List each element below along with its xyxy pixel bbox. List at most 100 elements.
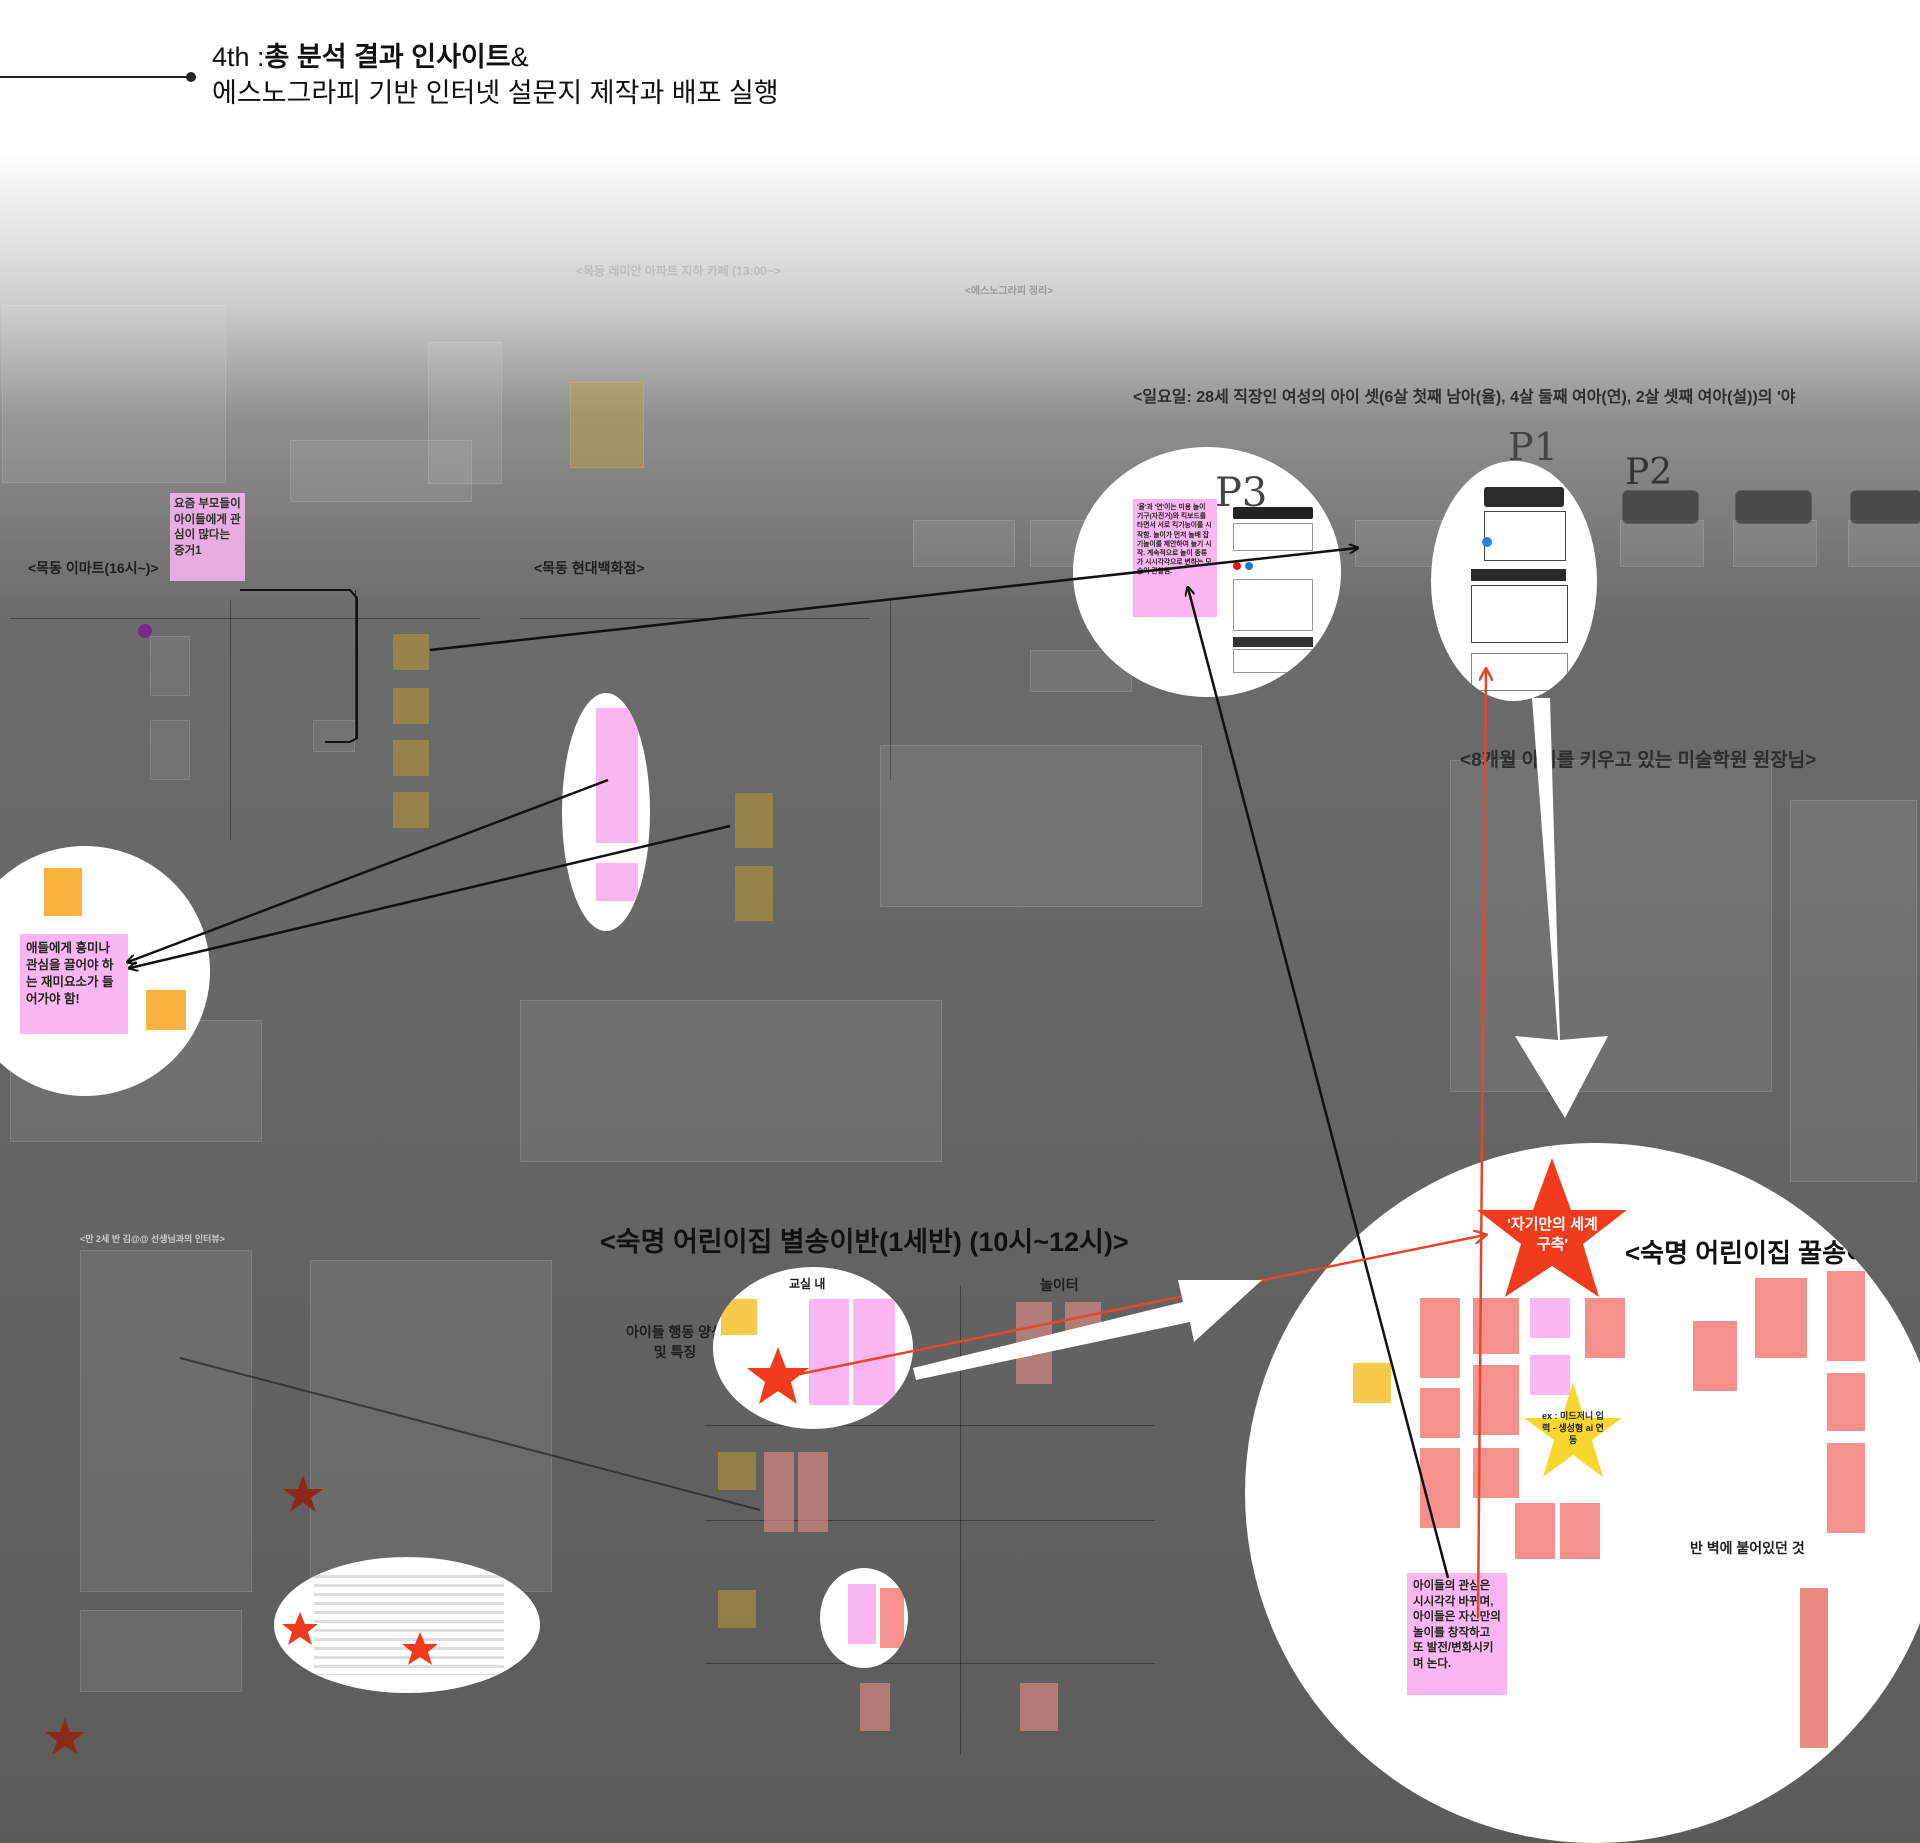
header-dot (186, 72, 196, 82)
faded-journey-card (913, 520, 1015, 567)
arrow-hyundai-to-sunday (429, 548, 1357, 652)
faded-text-block (1450, 760, 1772, 1092)
faded-star (45, 1718, 85, 1755)
arrow-hyundai-to-fun (130, 824, 731, 968)
faded-sticky-note (393, 688, 429, 724)
sticky-observation[interactable] (1353, 1363, 1391, 1403)
faded-section-title: <에스노그라피 정리> (965, 286, 1054, 297)
faded-text-block (310, 1260, 552, 1592)
grid-line (890, 600, 891, 780)
faded-card (313, 720, 355, 752)
faded-text-block (1790, 800, 1917, 1182)
faded-photo (428, 342, 502, 484)
mini-journey-column (1233, 507, 1313, 673)
highlight-circle-play: '율'과 '연'이는 미용 놀이 기구(자전거)와 킥보드를 타면서 서로 킥기… (1073, 447, 1341, 697)
faded-sticky-note (393, 792, 429, 828)
sticky-observation[interactable] (1530, 1355, 1570, 1395)
sticky-observation[interactable] (1515, 1503, 1555, 1559)
interview-text-lines (314, 1575, 504, 1675)
grid-line (705, 1663, 1155, 1664)
faded-sticky-note (764, 1452, 794, 1532)
sticky-observation[interactable] (1585, 1298, 1625, 1358)
grid-line (705, 1425, 1155, 1426)
section-title-sunday: <일요일: 28세 직장인 여성의 아이 셋(6살 첫째 남아(율), 4살 둘… (1133, 389, 1796, 406)
faded-sticky-note (1020, 1683, 1058, 1731)
faded-sticky-note (718, 1590, 756, 1628)
sticky-observation[interactable] (1473, 1448, 1519, 1498)
faded-sticky-note (393, 740, 429, 776)
faded-text-block (80, 1250, 252, 1592)
big-arrow-right (913, 1280, 1262, 1380)
faded-sticky-note (393, 634, 429, 670)
label-own-world: '자기만의 세계 구축' (1507, 1216, 1598, 1253)
sticky-classroom-note[interactable] (853, 1299, 895, 1405)
faded-sticky-note (735, 793, 773, 848)
faded-card (150, 720, 190, 780)
faded-text-block (520, 1000, 942, 1162)
grid-line (355, 590, 356, 740)
faded-sticky-note (860, 1683, 890, 1731)
handwritten-p2: P2 (1625, 452, 1673, 493)
faded-connector (179, 1357, 761, 1511)
grid-line (10, 618, 480, 619)
handwritten-p3: P3 (1215, 470, 1268, 516)
highlight-circle-small-notes (562, 693, 650, 931)
sticky-small-orange[interactable] (44, 868, 82, 916)
sticky-small-note[interactable] (880, 1588, 904, 1648)
page-title: 4th :총 분석 결과 인사이트& (212, 42, 529, 72)
star-interview-a (282, 1612, 318, 1645)
highlight-circle-p1 (1431, 461, 1597, 701)
sticky-kids-interest[interactable]: 아이들의 관심은 시시각각 바뀌며, 아이들은 자신만의 놀이를 창작하고 또 … (1407, 1573, 1507, 1695)
faded-yellow-note (570, 382, 644, 468)
faded-dark-pill (1735, 490, 1812, 524)
handwritten-p1: P1 (1508, 425, 1558, 469)
faded-text-block (880, 745, 1202, 907)
highlight-circle-interview (274, 1557, 540, 1693)
sticky-small-note[interactable] (596, 708, 638, 843)
sticky-observation[interactable] (1827, 1373, 1865, 1431)
sticky-observation[interactable] (1560, 1503, 1600, 1559)
sticky-parents-interest[interactable]: 요즘 부모들이 아이들에게 관심이 많다는 증거1 (170, 493, 245, 581)
faded-text-block (290, 440, 472, 502)
sticky-observation[interactable] (1530, 1298, 1570, 1338)
sticky-observation[interactable] (1420, 1298, 1460, 1378)
sticky-classroom-note[interactable] (809, 1299, 849, 1405)
faded-section-title: <만 2세 반 김@@ 선생님과의 인터뷰> (80, 1234, 225, 1244)
red-arrow-classroom-to-star (779, 1235, 1485, 1380)
star-interview-b (402, 1632, 438, 1665)
faded-sticky-note (798, 1452, 828, 1532)
sticky-small-note[interactable] (848, 1584, 876, 1644)
section-title-kkulsongi: <숙명 어린이집 꿀송이반 (1625, 1238, 1894, 1268)
sticky-small-note[interactable] (596, 863, 638, 901)
page-header: 4th :총 분석 결과 인사이트& 에스노그라피 기반 인터넷 설문지 제작과… (0, 30, 900, 120)
faded-bracket (240, 589, 358, 743)
highlight-circle-classroom: 교실 내 (713, 1267, 913, 1429)
sticky-fun-element[interactable]: 애들에게 흥미나 관심을 끌어야 하는 재미요소가 들어가야 함! (20, 934, 128, 1034)
sticky-play-change[interactable]: '율'과 '연'이는 미용 놀이 기구(자전거)와 킥보드를 타면서 서로 킥기… (1133, 499, 1217, 617)
sticky-observation[interactable] (1800, 1588, 1828, 1748)
sticky-observation[interactable] (1420, 1448, 1460, 1528)
big-arrow-down (1515, 698, 1608, 1118)
faded-sticky-note (718, 1452, 756, 1490)
faded-notes-block (2, 305, 226, 483)
grid-line (960, 1285, 961, 1755)
sticky-small-orange[interactable] (146, 990, 186, 1030)
sticky-observation[interactable] (1693, 1321, 1737, 1391)
sticky-yellow-label[interactable] (721, 1299, 757, 1335)
highlight-circle-fun: 애들에게 흥미나 관심을 끌어야 하는 재미요소가 들어가야 함! (0, 846, 210, 1096)
faded-text-block (80, 1610, 242, 1692)
sticky-observation[interactable] (1827, 1271, 1865, 1361)
star-midjourney (1524, 1382, 1622, 1477)
arrow-smallnotes-to-fun (128, 778, 609, 962)
arrow-kkulsongi-to-play (1188, 588, 1450, 1579)
section-title-byeolsongi: <숙명 어린이집 별송이반(1세반) (10시~12시)> (600, 1227, 1129, 1257)
sticky-observation[interactable] (1420, 1388, 1460, 1438)
faded-section-title: <목동 레미안 아파트 지하 카페 (13:00~> (576, 264, 781, 278)
sticky-observation[interactable] (1755, 1278, 1807, 1358)
faded-card (150, 636, 190, 696)
faded-journey-card (1733, 520, 1817, 567)
sticky-observation[interactable] (1827, 1443, 1865, 1533)
